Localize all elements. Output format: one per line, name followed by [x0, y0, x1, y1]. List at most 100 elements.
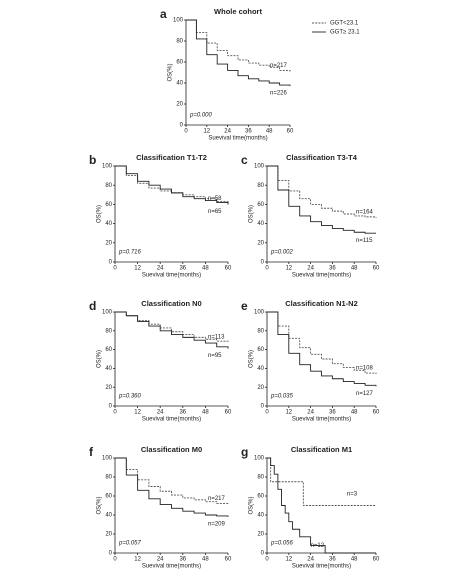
x-tick-label: 12	[134, 266, 141, 272]
n-label: n=113	[208, 335, 225, 341]
x-tick-label: 48	[266, 129, 273, 135]
x-tick-label: 60	[287, 129, 294, 135]
x-axis-label: Suevival time(months)	[142, 273, 201, 279]
survival-curve	[267, 457, 376, 506]
panel-title: Classification T1-T2	[136, 153, 207, 162]
y-tick-label: 80	[105, 183, 112, 189]
y-tick-label: 0	[261, 551, 265, 557]
x-tick-label: 12	[134, 410, 141, 416]
p-value: p=0.035	[270, 394, 294, 400]
y-tick-label: 20	[176, 102, 183, 108]
panel-title: Whole cohort	[214, 7, 262, 16]
y-tick-label: 20	[105, 385, 112, 391]
x-axis-label: Suevival time(months)	[142, 417, 201, 423]
y-tick-label: 0	[261, 404, 265, 410]
y-tick-label: 100	[102, 456, 113, 462]
y-axis-label: OS(%)	[168, 63, 174, 81]
panel-letter: c	[241, 153, 248, 167]
y-tick-label: 0	[109, 404, 113, 410]
x-axis-label: Suevival time(months)	[292, 417, 351, 423]
y-tick-label: 20	[257, 240, 264, 246]
y-tick-label: 60	[257, 347, 264, 353]
p-value: p=0.360	[118, 394, 142, 400]
x-axis-label: Suevival time(months)	[142, 564, 201, 570]
panel-letter: b	[89, 153, 96, 167]
survival-curve	[267, 165, 376, 234]
y-tick-label: 100	[254, 310, 265, 316]
x-tick-label: 0	[113, 410, 117, 416]
y-tick-label: 40	[105, 366, 112, 372]
survival-curve	[267, 311, 377, 387]
n-label: n=115	[356, 238, 373, 244]
x-tick-label: 36	[329, 557, 336, 563]
y-tick-label: 80	[176, 39, 183, 45]
x-axis-label: Suevival time(months)	[292, 273, 351, 279]
x-tick-label: 0	[113, 266, 117, 272]
x-tick-label: 24	[307, 266, 314, 272]
y-tick-label: 0	[261, 260, 265, 266]
x-tick-label: 24	[224, 129, 231, 135]
p-value: p=0.716	[118, 250, 142, 256]
panel-title: Classification M0	[141, 445, 202, 454]
x-tick-label: 0	[184, 129, 188, 135]
panel-title: Classification T3-T4	[286, 153, 358, 162]
x-tick-label: 36	[179, 266, 186, 272]
survival-curve	[115, 165, 229, 205]
x-tick-label: 0	[113, 557, 117, 563]
x-tick-label: 24	[307, 410, 314, 416]
x-tick-label: 0	[265, 557, 269, 563]
n-label: n=95	[208, 353, 222, 359]
x-axis-label: Suevival time(months)	[292, 564, 351, 570]
x-tick-label: 60	[373, 557, 380, 563]
n-label: n=12	[311, 543, 325, 549]
x-tick-label: 48	[351, 557, 358, 563]
y-tick-label: 100	[254, 456, 265, 462]
y-tick-label: 80	[257, 183, 264, 189]
y-tick-label: 40	[176, 81, 183, 87]
x-axis-label: Suevival time(months)	[208, 136, 267, 142]
survival-curve	[115, 311, 229, 344]
panel-letter: f	[89, 445, 94, 459]
p-value: p=0.000	[189, 113, 213, 119]
y-tick-label: 40	[105, 221, 112, 227]
y-tick-label: 60	[105, 347, 112, 353]
y-tick-label: 60	[257, 494, 264, 500]
x-tick-label: 48	[202, 410, 209, 416]
p-value: p=0.002	[270, 250, 294, 256]
x-tick-label: 60	[225, 410, 232, 416]
x-tick-label: 0	[265, 266, 269, 272]
y-tick-label: 100	[102, 164, 113, 170]
survival-curve	[115, 457, 229, 505]
legend-label: GGT≥ 23.1	[330, 30, 360, 36]
n-label: n=217	[270, 63, 288, 69]
x-tick-label: 24	[157, 266, 164, 272]
panel-title: Classification M1	[291, 445, 352, 454]
y-axis-label: OS(%)	[97, 205, 103, 223]
n-label: n=108	[356, 366, 374, 372]
survival-curve	[115, 457, 229, 517]
x-tick-label: 48	[351, 410, 358, 416]
n-label: n=209	[208, 521, 226, 527]
x-tick-label: 12	[203, 129, 210, 135]
y-tick-label: 20	[105, 240, 112, 246]
panel-letter: g	[241, 445, 248, 459]
y-tick-label: 40	[257, 513, 264, 519]
survival-curve	[186, 19, 291, 87]
survival-curve	[115, 311, 229, 349]
n-label: n=65	[208, 209, 222, 215]
y-tick-label: 80	[257, 328, 264, 334]
x-tick-label: 60	[373, 410, 380, 416]
x-tick-label: 0	[265, 410, 269, 416]
n-label: n=58	[208, 196, 222, 202]
y-tick-label: 20	[257, 385, 264, 391]
n-label: n=164	[356, 209, 374, 215]
x-tick-label: 36	[179, 557, 186, 563]
legend-label: GGT<23.1	[330, 21, 359, 27]
survival-curve	[267, 311, 377, 375]
x-tick-label: 36	[329, 410, 336, 416]
x-tick-label: 48	[202, 557, 209, 563]
n-label: n=217	[208, 496, 226, 502]
y-tick-label: 100	[173, 18, 184, 24]
y-tick-label: 20	[105, 532, 112, 538]
x-tick-label: 24	[157, 410, 164, 416]
